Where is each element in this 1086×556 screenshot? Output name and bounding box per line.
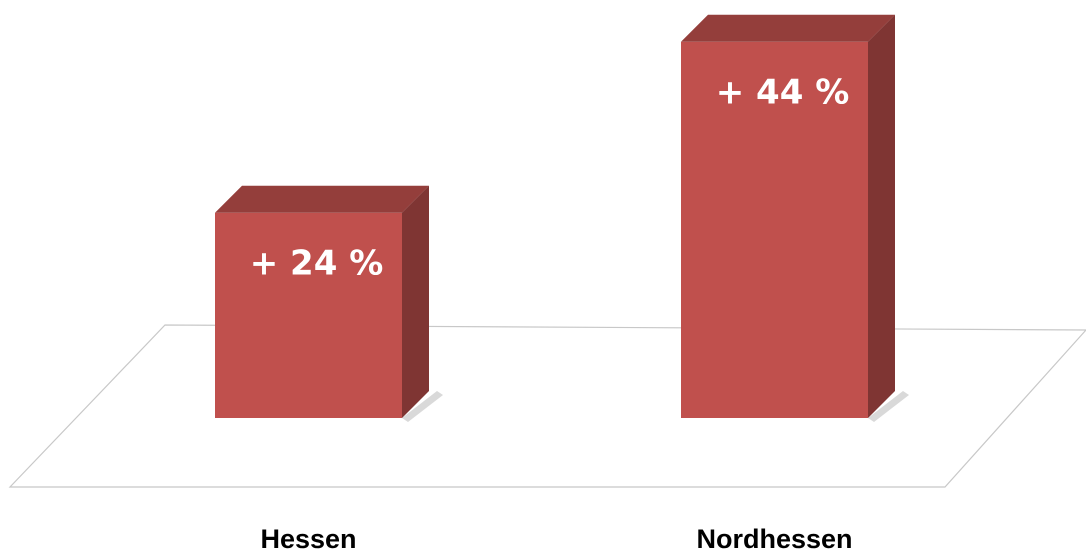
bar-top xyxy=(215,185,429,213)
bar xyxy=(681,41,868,419)
floor xyxy=(8,324,1086,488)
bar xyxy=(215,212,402,418)
bar-top xyxy=(681,14,895,42)
x-tick-label: Hessen xyxy=(260,524,356,554)
bar-side xyxy=(868,14,895,419)
bar-shadow xyxy=(402,391,443,422)
bar-side xyxy=(402,185,429,418)
bar-shadow xyxy=(868,391,909,422)
value-label: + 24 % xyxy=(250,243,384,283)
value-label: + 44 % xyxy=(716,72,850,112)
x-tick-label: Nordhessen xyxy=(696,524,852,554)
